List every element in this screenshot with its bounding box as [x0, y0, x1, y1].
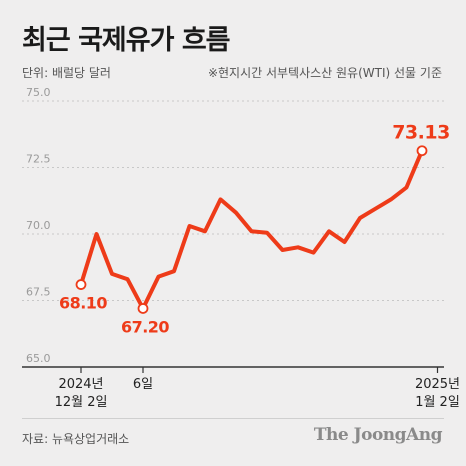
- source-label: 자료: 뉴욕상업거래소: [22, 432, 130, 446]
- x-tick-label: 12월 2일: [55, 395, 108, 410]
- data-point-marker: [416, 145, 428, 157]
- data-point-marker: [137, 303, 149, 314]
- basis-note: ※현지시간 서부텍사스산 원유(WTI) 선물 기준: [207, 66, 442, 80]
- unit-label: 단위: 배럴당 달러: [22, 66, 111, 80]
- brand-logo: The JoongAng: [313, 425, 443, 445]
- y-tick-label: 67.5: [26, 286, 51, 299]
- y-tick-label: 70.0: [26, 219, 51, 232]
- price-series-line: [79, 148, 424, 311]
- y-tick-label: 65.0: [26, 352, 51, 365]
- x-tick-label: 2025년: [415, 377, 460, 392]
- data-label: 73.13: [392, 122, 450, 144]
- chart-title: 최근 국제유가 흐름: [22, 25, 231, 56]
- footer-divider: [22, 418, 444, 419]
- y-tick-label: 75.0: [26, 86, 51, 99]
- data-point-marker: [75, 279, 87, 290]
- data-label: 67.20: [121, 317, 169, 336]
- y-tick-label: 72.5: [26, 153, 51, 166]
- x-tick-label: 1월 2일: [415, 395, 460, 410]
- x-tick-label: 6일: [133, 377, 153, 392]
- data-label: 68.10: [59, 294, 107, 313]
- x-tick-label: 2024년: [58, 377, 103, 392]
